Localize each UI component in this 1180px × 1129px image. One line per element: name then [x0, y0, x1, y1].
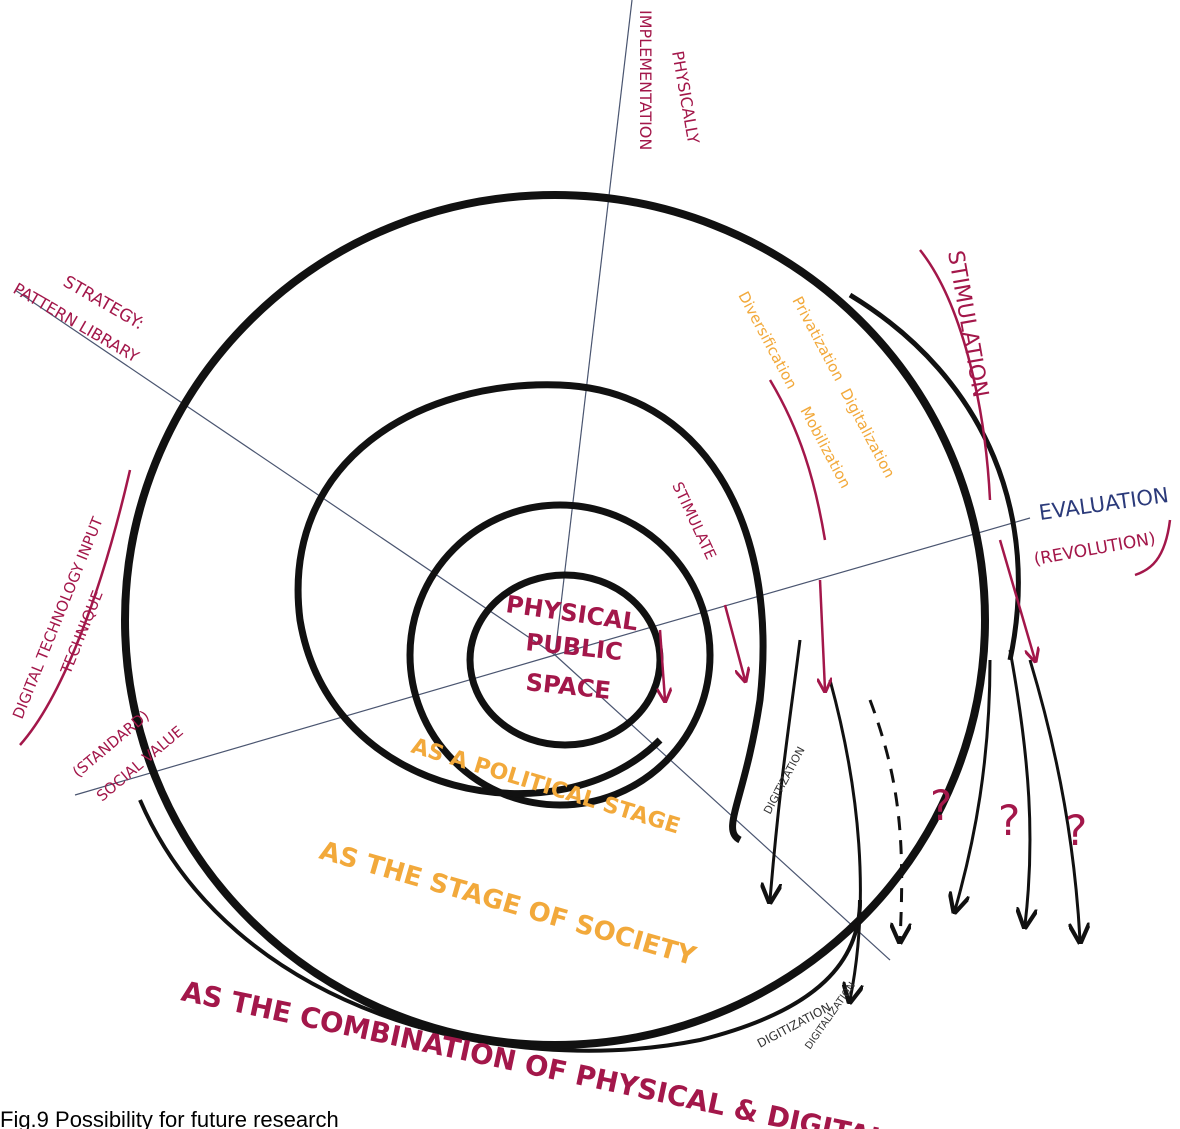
axes [14, 0, 1031, 961]
ring-label: AS THE COMBINATION OF PHYSICAL & DIGITAL [179, 975, 890, 1129]
label: Mobilization [796, 403, 854, 491]
label: (REVOLUTION) [1032, 529, 1157, 570]
center-label: PHYSICAL [504, 590, 639, 636]
label: EVALUATION [1037, 483, 1170, 525]
center-label: PUBLIC [524, 628, 624, 666]
question: ? [930, 781, 952, 830]
label: STIMULATE [668, 479, 720, 562]
caption: Fig.9 Possibility for future research [0, 1107, 339, 1129]
label: IMPLEMENTATION [636, 10, 655, 150]
center-label: SPACE [524, 668, 612, 705]
label: Privatization [788, 293, 848, 384]
label: PHYSICALLY [668, 49, 703, 145]
question: ? [998, 796, 1020, 845]
ring-label: AS THE STAGE OF SOCIETY [316, 836, 700, 973]
question: ? [1065, 806, 1087, 855]
spiral [121, 191, 1021, 1053]
label: STIMULATION [942, 249, 992, 400]
arrows [19, 249, 1172, 1000]
